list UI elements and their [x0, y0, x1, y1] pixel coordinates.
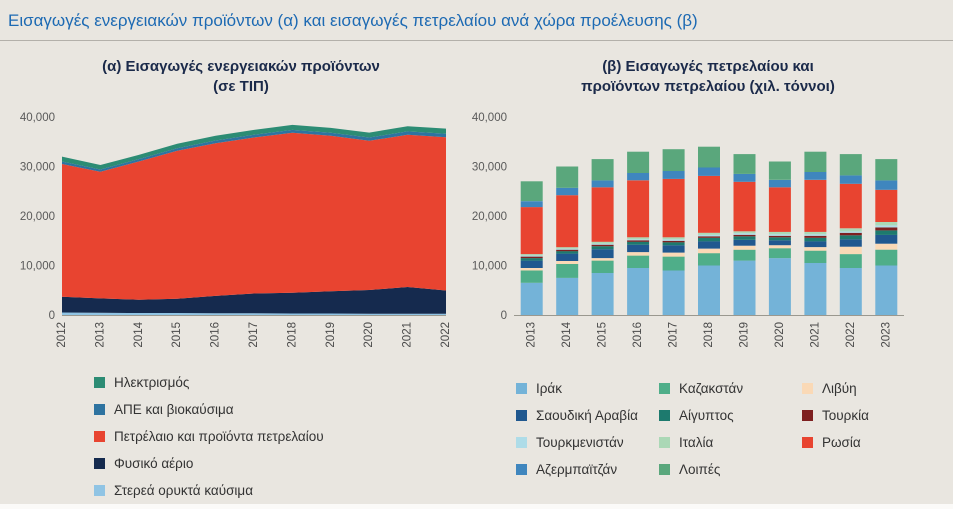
legend-label: Ηλεκτρισμός	[114, 374, 190, 390]
legend-item: Λιβύη	[802, 375, 953, 402]
figure-title: Εισαγωγές ενεργειακών προϊόντων (α) και …	[0, 0, 953, 41]
svg-text:2020: 2020	[774, 322, 786, 348]
legend-item: Καζακστάν	[659, 375, 802, 402]
svg-text:40,000: 40,000	[472, 112, 507, 124]
legend-label: Αίγυπτος	[679, 407, 734, 423]
legend-label: ΑΠΕ και βιοκαύσιμα	[114, 401, 234, 417]
legend-swatch	[94, 457, 105, 469]
svg-text:2013: 2013	[94, 322, 106, 348]
charts-row: (α) Εισαγωγές ενεργειακών προϊόντων (σε Τ…	[0, 41, 953, 504]
svg-text:2013: 2013	[526, 322, 538, 348]
svg-text:0: 0	[49, 310, 55, 322]
footer-strip	[0, 504, 953, 509]
legend-label: Ιράκ	[536, 380, 562, 396]
svg-text:2019: 2019	[325, 322, 337, 348]
svg-text:2015: 2015	[171, 322, 183, 348]
svg-text:2012: 2012	[56, 322, 68, 348]
legend-swatch	[94, 376, 105, 388]
chart-a-title-line2: (σε ΤΙΠ)	[213, 77, 269, 95]
legend-swatch	[94, 403, 105, 415]
chart-b-legend: Ιράκ Καζακστάν Λιβύη Σαουδική Αραβία Αίγυπτο…	[516, 375, 953, 483]
legend-swatch	[659, 382, 670, 394]
legend-item: Ηλεκτρισμός	[94, 369, 456, 396]
legend-swatch	[516, 436, 527, 448]
chart-a-title-line1: (α) Εισαγωγές ενεργειακών προϊόντων	[102, 58, 380, 75]
legend-item: Ιράκ	[516, 375, 659, 402]
legend-swatch	[659, 409, 670, 421]
legend-swatch	[516, 382, 527, 394]
svg-text:2016: 2016	[632, 322, 644, 348]
legend-label: Λοιπές	[679, 461, 721, 477]
svg-text:2022: 2022	[845, 322, 857, 348]
legend-swatch	[802, 382, 813, 394]
legend-label: Αζερμπαϊτζάν	[536, 461, 618, 477]
svg-text:30,000: 30,000	[20, 161, 55, 173]
legend-item: Πετρέλαιο και προϊόντα πετρελαίου	[94, 423, 456, 450]
svg-text:2021: 2021	[402, 322, 414, 348]
chart-b-title-line2: προϊόντων πετρελαίου (χιλ. τόννοι)	[581, 77, 835, 95]
svg-text:30,000: 30,000	[472, 161, 507, 173]
legend-item: Ιταλία	[659, 429, 802, 456]
legend-label: Λιβύη	[822, 380, 857, 396]
svg-text:20,000: 20,000	[472, 211, 507, 223]
legend-label: Ιταλία	[679, 434, 714, 450]
legend-item: Φυσικό αέριο	[94, 450, 456, 477]
legend-item: Λοιπές	[659, 456, 802, 483]
legend-label: Στερεά ορυκτά καύσιμα	[114, 482, 254, 498]
svg-text:2014: 2014	[133, 321, 145, 347]
legend-label: Πετρέλαιο και προϊόντα πετρελαίου	[114, 428, 324, 444]
bar-chart-oil-imports: 0 10,000 20,000 30,000 40,000 2013 2014 2015 201…	[472, 112, 904, 348]
chart-a-section: (α) Εισαγωγές ενεργειακών προϊόντων (σε Τ…	[0, 41, 456, 504]
legend-label: Ρωσία	[822, 434, 861, 450]
legend-swatch	[516, 463, 527, 475]
legend-item: Τουρκμενιστάν	[516, 429, 659, 456]
svg-text:2020: 2020	[363, 322, 375, 348]
svg-text:10,000: 10,000	[472, 260, 507, 272]
svg-text:2022: 2022	[440, 322, 452, 348]
svg-text:2018: 2018	[286, 322, 298, 348]
svg-text:2023: 2023	[880, 322, 892, 348]
svg-text:20,000: 20,000	[20, 211, 55, 223]
legend-item: Σαουδική Αραβία	[516, 402, 659, 429]
legend-item: Αίγυπτος	[659, 402, 802, 429]
svg-text:10,000: 10,000	[20, 260, 55, 272]
chart-b-title: (β) Εισαγωγές πετρελαίου και προϊόντων πε…	[498, 57, 918, 97]
svg-text:2018: 2018	[703, 322, 715, 348]
legend-swatch	[802, 436, 813, 448]
legend-swatch	[659, 436, 670, 448]
chart-b-section: (β) Εισαγωγές πετρελαίου και προϊόντων πε…	[456, 41, 953, 504]
legend-label: Τουρκία	[822, 407, 869, 423]
chart-b-title-line1: (β) Εισαγωγές πετρελαίου και	[602, 58, 814, 75]
area-chart-energy-imports: 0 10,000 20,000 30,000 40,000 2012 2013 2014 201…	[20, 112, 452, 348]
chart-a-legend: Ηλεκτρισμός ΑΠΕ και βιοκαύσιμα Πετρέλαιο κ…	[94, 369, 456, 504]
svg-text:40,000: 40,000	[20, 112, 55, 124]
chart-a-title: (α) Εισαγωγές ενεργειακών προϊόντων (σε Τ…	[36, 57, 446, 97]
legend-item: ΑΠΕ και βιοκαύσιμα	[94, 396, 456, 423]
svg-text:2019: 2019	[738, 322, 750, 348]
legend-label: Καζακστάν	[679, 380, 744, 396]
svg-text:2021: 2021	[809, 322, 821, 348]
svg-text:2017: 2017	[668, 322, 680, 348]
svg-text:2016: 2016	[210, 322, 222, 348]
legend-label: Φυσικό αέριο	[114, 455, 194, 471]
svg-text:0: 0	[501, 310, 507, 322]
legend-item: Αζερμπαϊτζάν	[516, 456, 659, 483]
legend-item: Ρωσία	[802, 429, 953, 456]
legend-swatch	[94, 430, 105, 442]
legend-label: Σαουδική Αραβία	[536, 407, 638, 423]
legend-swatch	[94, 484, 105, 496]
svg-text:2015: 2015	[597, 322, 609, 348]
svg-text:2014: 2014	[561, 321, 573, 347]
legend-swatch	[516, 409, 527, 421]
legend-swatch	[802, 409, 813, 421]
legend-item: Στερεά ορυκτά καύσιμα	[94, 477, 456, 504]
legend-swatch	[659, 463, 670, 475]
legend-label: Τουρκμενιστάν	[536, 434, 624, 450]
svg-text:2017: 2017	[248, 322, 260, 348]
legend-item: Τουρκία	[802, 402, 953, 429]
